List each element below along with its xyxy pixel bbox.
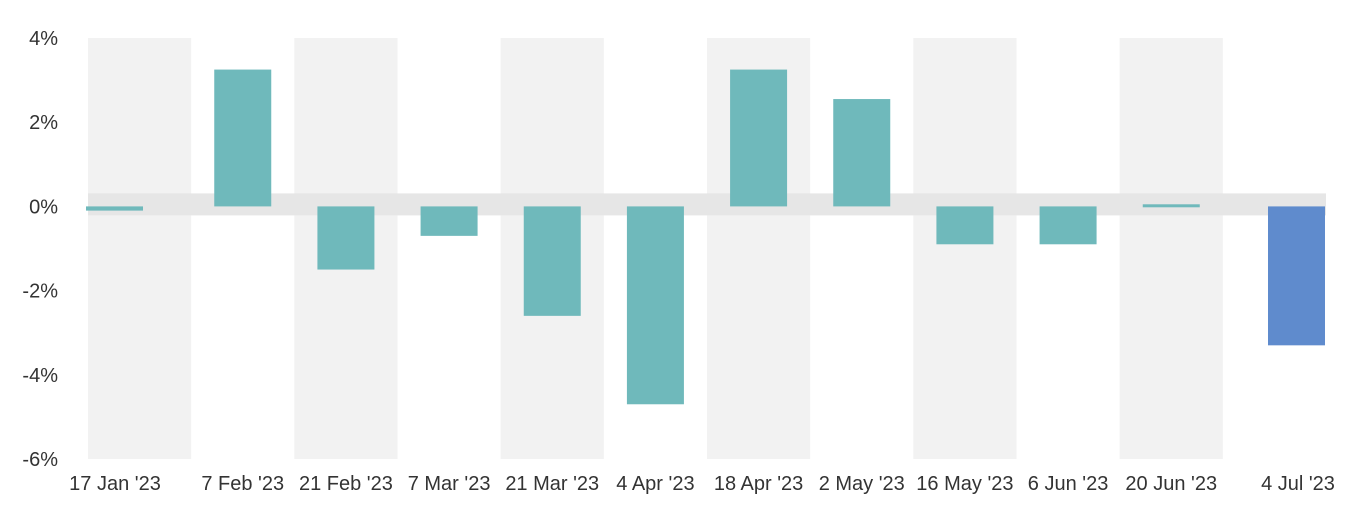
- x-tick-label: 4 Jul '23: [1261, 473, 1335, 495]
- bar: [626, 206, 684, 405]
- y-tick-label: -4%: [22, 365, 58, 387]
- bar: [214, 69, 272, 207]
- zero-line-band: [88, 193, 1326, 216]
- x-tick-label: 18 Apr '23: [714, 473, 803, 495]
- bar: [1268, 206, 1325, 346]
- y-tick-label: 4%: [29, 28, 58, 50]
- bar: [833, 99, 891, 207]
- column-band: [88, 38, 192, 459]
- zero-band: [88, 193, 1326, 216]
- x-tick-label: 7 Mar '23: [408, 473, 491, 495]
- bar: [317, 206, 375, 270]
- y-tick-label: -6%: [22, 449, 58, 471]
- bar: [86, 206, 143, 211]
- x-tick-label: 7 Feb '23: [201, 473, 284, 495]
- x-tick-label: 2 May '23: [819, 473, 905, 495]
- x-tick-label: 17 Jan '23: [69, 473, 161, 495]
- column-band: [913, 38, 1017, 459]
- y-tick-label: 2%: [29, 112, 58, 134]
- bar: [730, 69, 788, 207]
- x-tick-label: 16 May '23: [916, 473, 1013, 495]
- column-band: [1119, 38, 1223, 459]
- x-tick-label: 21 Mar '23: [505, 473, 599, 495]
- x-tick-label: 20 Jun '23: [1125, 473, 1217, 495]
- bar: [523, 206, 581, 316]
- bars: [86, 69, 1325, 405]
- x-tick-label: 4 Apr '23: [616, 473, 694, 495]
- bar: [936, 206, 994, 245]
- bar: [1039, 206, 1097, 245]
- x-axis: 17 Jan '23 7 Feb '23 21 Feb '23 7 Mar '23 21…: [69, 473, 1335, 495]
- x-tick-label: 6 Jun '23: [1028, 473, 1109, 495]
- x-tick-label: 21 Feb '23: [299, 473, 393, 495]
- bar: [420, 206, 478, 236]
- y-tick-label: 0%: [29, 196, 58, 218]
- y-axis: 4% 2% 0% -2% -4% -6%: [22, 28, 58, 471]
- y-tick-label: -2%: [22, 281, 58, 303]
- bar: [1142, 204, 1200, 208]
